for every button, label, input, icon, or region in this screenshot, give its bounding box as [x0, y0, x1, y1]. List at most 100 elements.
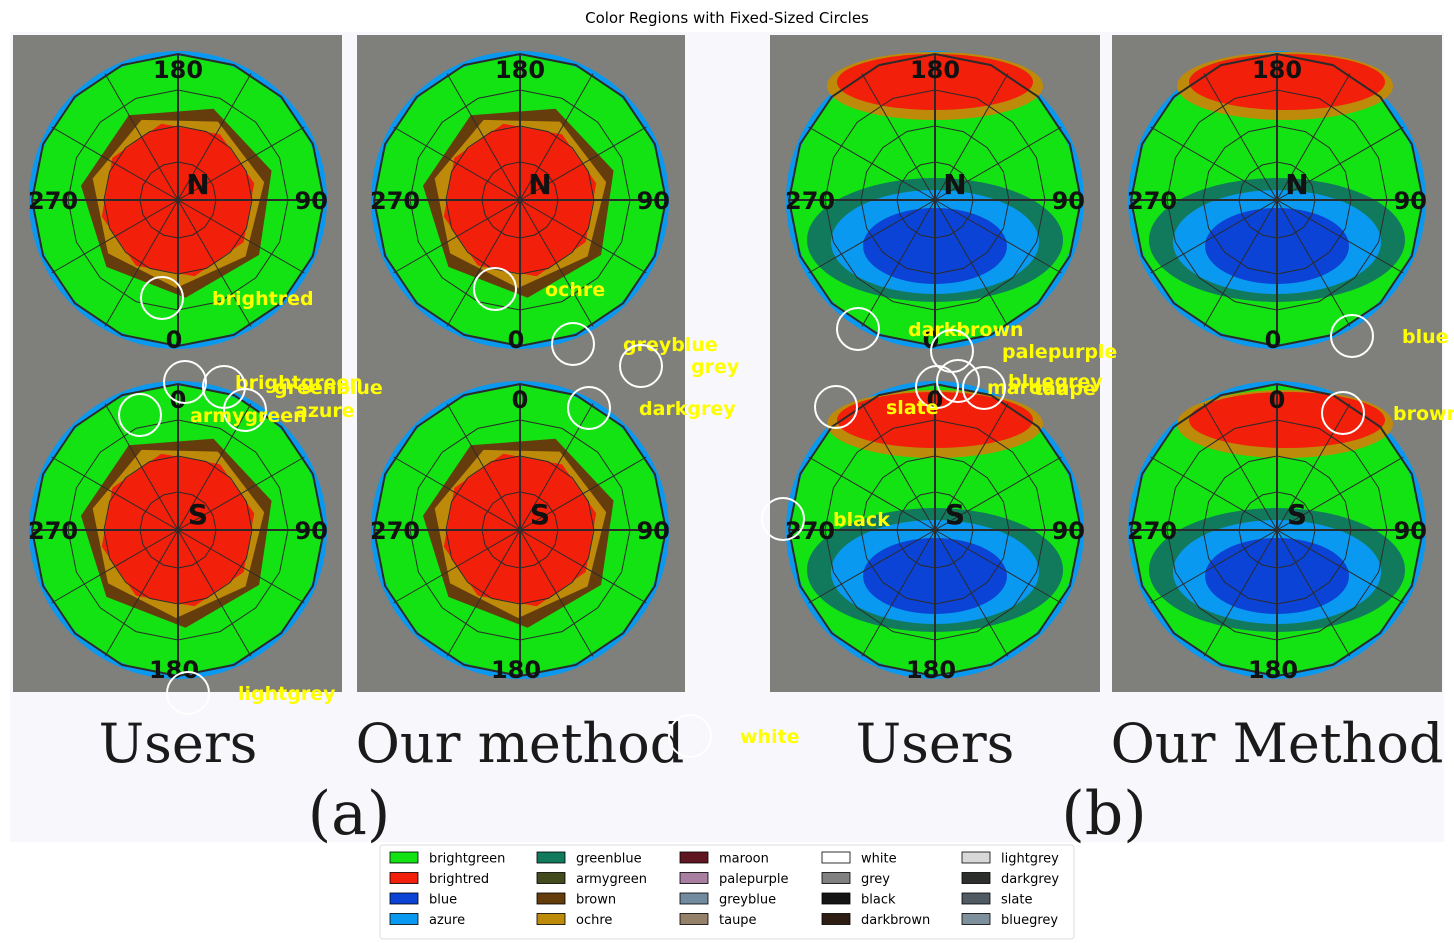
angle-label: 90 — [637, 187, 670, 215]
angle-label: 180 — [149, 656, 199, 684]
legend-swatch — [536, 892, 566, 905]
pole-label: N — [186, 168, 209, 201]
legend-swatch — [961, 851, 991, 864]
caption-b: (b) — [1061, 779, 1146, 849]
annotation-circle — [1330, 314, 1374, 358]
angle-label: 180 — [910, 56, 960, 84]
grid-spoke — [861, 529, 936, 657]
hemisphere-n: 180 270 90 0 N — [370, 51, 670, 354]
angle-label: 90 — [295, 187, 328, 215]
legend-item-azure: azure — [389, 913, 465, 928]
grid-spoke — [393, 529, 521, 604]
grid-spoke — [104, 199, 179, 327]
grid-spoke — [934, 199, 1062, 274]
legend-item-bluegrey: bluegrey — [961, 913, 1058, 928]
grid-spoke — [1276, 199, 1404, 274]
angle-label: 270 — [785, 187, 835, 215]
annotation-label: grey — [691, 356, 740, 378]
legend-swatch — [821, 851, 851, 864]
legend-item-brightgreen: brightgreen — [389, 852, 505, 867]
grid-spoke — [177, 199, 305, 274]
legend-label: grey — [861, 872, 890, 887]
legend-item-black: black — [821, 892, 896, 908]
pole-label: S — [945, 498, 965, 531]
grid-spoke — [934, 456, 1062, 531]
annotation-label: white — [740, 726, 800, 748]
legend-swatch — [961, 913, 991, 925]
legend-item-grey: grey — [821, 872, 890, 887]
legend-swatch — [961, 892, 991, 905]
legend-swatch — [679, 913, 709, 925]
annotation-circle — [140, 276, 184, 320]
legend-item-greenblue: greenblue — [536, 852, 642, 867]
pole-label: S — [530, 498, 550, 531]
grid-spoke — [104, 73, 179, 201]
annotation-bluegrey: bluegrey — [936, 359, 1103, 403]
grid-spoke — [446, 529, 521, 657]
legend-item-blue: blue — [389, 893, 457, 908]
grid-spoke — [446, 403, 521, 531]
annotation-label: darkbrown — [908, 319, 1024, 341]
grid-spoke — [934, 529, 1062, 604]
annotation-circle — [814, 385, 858, 429]
grid-spoke — [1150, 126, 1278, 201]
grid-spoke — [177, 126, 305, 201]
annotation-circle — [551, 322, 595, 366]
grid-spoke — [519, 199, 594, 327]
legend-swatch — [821, 892, 851, 905]
annotation-label: darkgrey — [639, 398, 736, 420]
grid-spoke — [177, 403, 252, 531]
annotation-white: white — [668, 714, 800, 758]
grid-spoke — [808, 126, 936, 201]
grid-spoke — [861, 199, 936, 327]
angle-label: 180 — [491, 656, 541, 684]
angle-label: 90 — [1052, 187, 1085, 215]
angle-label: 0 — [166, 326, 183, 354]
grid-spoke — [177, 529, 252, 657]
legend-label: blue — [429, 893, 457, 908]
angle-label: 90 — [1394, 187, 1427, 215]
legend-swatch — [679, 851, 709, 864]
angle-label: 0 — [1265, 326, 1282, 354]
annotation-circle — [473, 267, 517, 311]
angle-label: 0 — [508, 326, 525, 354]
pole-label: S — [188, 498, 208, 531]
annotation-circle — [118, 393, 162, 437]
grid-spoke — [519, 199, 647, 274]
angle-label: 180 — [1252, 56, 1302, 84]
legend-label: taupe — [719, 913, 757, 928]
grid-spoke — [934, 403, 1009, 531]
grid-spoke — [808, 199, 936, 274]
legend-swatch — [389, 872, 419, 884]
grid-spoke — [861, 73, 936, 201]
angle-label: 180 — [906, 656, 956, 684]
annotation-label: lightgrey — [238, 683, 336, 705]
legend-label: lightgrey — [1001, 852, 1059, 867]
grid-spoke — [861, 403, 936, 531]
angle-label: 90 — [295, 517, 328, 545]
grid-spoke — [1276, 529, 1404, 604]
grid-spoke — [519, 73, 594, 201]
annotation-circle — [1321, 391, 1365, 435]
legend-label: greenblue — [576, 852, 642, 867]
annotation-label: brown — [1393, 403, 1454, 425]
angle-label: 180 — [153, 56, 203, 84]
grid-spoke — [1276, 529, 1351, 657]
legend-label: azure — [429, 913, 465, 928]
annotation-label: black — [833, 509, 890, 531]
annotation-taupe: taupe — [962, 366, 1096, 410]
annotation-black: black — [761, 497, 890, 541]
annotation-label: azure — [295, 400, 355, 422]
annotation-label: maroon — [987, 377, 1069, 399]
annotations: brightred brightgreengreenblueazurearmygr… — [118, 267, 1454, 758]
annotation-ochre: ochre — [473, 267, 605, 311]
grid-spoke — [177, 73, 252, 201]
legend-label: palepurple — [719, 872, 789, 887]
grid-spoke — [519, 456, 647, 531]
annotation-blue: blue — [1330, 314, 1449, 358]
panel-4: 180 270 90 0 N 0 270 90 180 S Our Method — [1111, 35, 1443, 775]
legend-label: greyblue — [719, 893, 776, 908]
grid-spoke — [1276, 126, 1404, 201]
